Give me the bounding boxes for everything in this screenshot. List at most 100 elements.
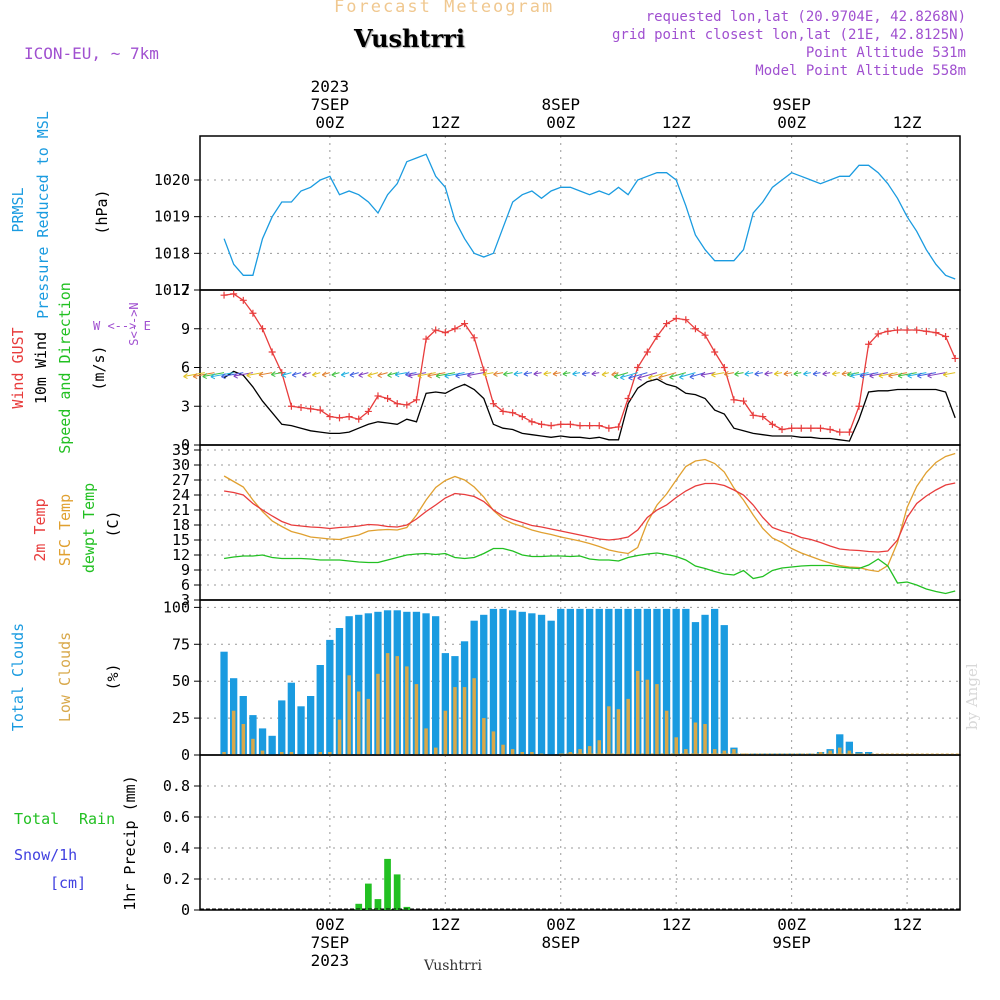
- pressure-line: [223, 153, 956, 280]
- wind-direction-arrow: [869, 372, 888, 377]
- low-cloud-bar: [424, 728, 428, 755]
- rain-bar: [393, 874, 401, 910]
- total-cloud-bar: [441, 653, 449, 755]
- total-cloud-bar: [711, 608, 719, 755]
- total-cloud-bar: [422, 613, 430, 755]
- wind-arrow-head: [444, 372, 450, 379]
- low-cloud-bar: [347, 675, 351, 755]
- wind-speed-line: [223, 370, 956, 442]
- wind-direction-arrow: [783, 372, 792, 375]
- low-cloud-bar: [491, 731, 496, 755]
- wind-arrow-head: [581, 370, 587, 377]
- low-cloud-bar: [510, 749, 515, 755]
- gust-marker: [643, 348, 651, 356]
- wind-direction-arrow: [832, 372, 840, 375]
- wind-arrow-head: [700, 371, 706, 378]
- low-cloud-bar: [713, 749, 717, 755]
- wind-arrow-head: [869, 372, 874, 379]
- low-cloud-bar: [337, 719, 342, 755]
- total-cloud-bar: [614, 608, 623, 755]
- total-cloud-bar: [220, 651, 228, 755]
- total-cloud-bar: [480, 614, 488, 755]
- low-cloud-bar: [578, 749, 582, 755]
- low-cloud-bar: [385, 653, 390, 755]
- wind-arrow-head: [850, 372, 855, 379]
- total-cloud-bar: [432, 616, 440, 755]
- rain-bar: [365, 883, 372, 910]
- gust-marker: [307, 405, 315, 413]
- gust-marker: [768, 420, 776, 428]
- y-tick-label: 12: [172, 281, 190, 299]
- wind-arrow-head: [917, 372, 922, 379]
- wind-arrow-head: [417, 372, 423, 379]
- low-cloud-bar: [828, 750, 832, 755]
- location-title: Vushtrri: [354, 24, 465, 53]
- wind-arrow-head: [927, 372, 932, 379]
- wind-arrow-head: [754, 370, 760, 377]
- wind-direction-arrow: [898, 372, 917, 377]
- wind-arrow-head: [455, 372, 460, 379]
- gust-marker: [316, 406, 324, 414]
- wind-direction-arrow: [679, 372, 696, 378]
- gust-marker: [865, 340, 873, 348]
- low-cloud-bar: [616, 709, 621, 755]
- y-tick-label: 0.4: [163, 839, 190, 857]
- low-cloud-bar: [684, 749, 688, 755]
- bottom-time-label: 7SEP: [311, 933, 350, 952]
- total-cloud-bar: [268, 735, 276, 755]
- top-time-label: 7SEP: [311, 95, 350, 114]
- gust-marker: [509, 409, 517, 417]
- wind-arrow-head: [803, 370, 808, 377]
- wind-arrow-head: [210, 373, 216, 380]
- model-altitude: Model Point Altitude 558m: [755, 63, 966, 79]
- total-cloud-bar: [662, 608, 671, 755]
- wind-arrow-head: [349, 371, 355, 378]
- wind-arrow-head: [783, 370, 789, 377]
- gust-marker: [730, 396, 738, 404]
- wind-direction-arrow: [734, 372, 744, 375]
- gust-marker: [230, 290, 238, 298]
- wind-direction-arrow: [302, 372, 311, 376]
- gust-marker: [759, 413, 767, 421]
- y-tick-label: 1020: [154, 171, 190, 189]
- bottom-time-label: 12Z: [662, 915, 691, 934]
- low-cloud-bar: [732, 749, 736, 755]
- gust-marker: [634, 364, 642, 371]
- low-cloud-bar: [674, 737, 678, 755]
- gust-marker: [268, 348, 276, 356]
- wind-direction-arrow: [943, 372, 956, 376]
- gust-marker: [653, 333, 661, 340]
- total-cloud-bar: [518, 611, 526, 755]
- total-cloud-bar: [412, 611, 421, 755]
- wind-direction-arrow: [562, 372, 571, 375]
- y-tick-label: 21: [172, 501, 190, 519]
- y-tick-label: 1019: [154, 208, 190, 226]
- gust-marker: [393, 400, 401, 408]
- gust-marker: [239, 296, 247, 304]
- wind-direction-arrow: [210, 372, 234, 378]
- y-tick-label: 25: [172, 709, 190, 727]
- wind-arrow-head: [302, 371, 307, 378]
- low-cloud-bar: [693, 722, 698, 755]
- total-cloud-bar: [489, 608, 498, 755]
- precip-ylabel: 1hr Precip (mm): [121, 775, 139, 910]
- low-cloud-bar: [838, 747, 842, 755]
- wind-arrow-head: [493, 371, 498, 377]
- y-tick-label: 1017: [154, 281, 190, 299]
- low-cloud-bar: [655, 684, 659, 755]
- y-tick-label: 100: [163, 598, 190, 616]
- wind-direction-arrow: [572, 372, 581, 375]
- wind-direction-arrow: [221, 372, 244, 378]
- total-cloud-bar: [316, 665, 324, 755]
- gust-marker: [817, 424, 825, 432]
- wind-gust-line: [224, 293, 956, 433]
- y-tick-label: 33: [172, 441, 190, 459]
- wind-arrow-head: [689, 373, 695, 380]
- total-cloud-bar: [278, 700, 286, 755]
- snow-label: Snow/1h: [14, 846, 77, 864]
- bottom-time-label: 00Z: [777, 915, 806, 934]
- wind-arrow-head: [523, 370, 529, 377]
- wind-arrow-head: [321, 371, 327, 378]
- y-tick-label: 1018: [154, 244, 190, 262]
- wind-arrow-head: [340, 371, 346, 378]
